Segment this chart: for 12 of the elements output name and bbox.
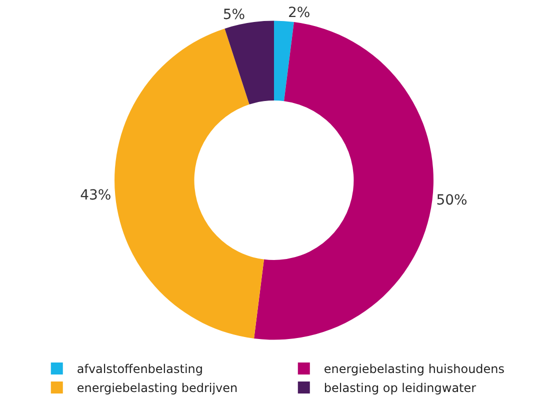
donut-slice — [254, 22, 434, 340]
legend-label: belasting op leidingwater — [324, 381, 476, 396]
data-label: 43% — [80, 187, 112, 204]
legend-label: energiebelasting huishoudens — [324, 362, 505, 376]
donut-slice — [224, 20, 274, 104]
data-label: 50% — [436, 192, 468, 208]
donut-slice — [274, 20, 294, 102]
legend-label: afvalstoffenbelasting — [76, 362, 204, 376]
data-label: 5% — [222, 6, 246, 23]
data-label: 2% — [288, 5, 310, 22]
donut-slice — [114, 28, 264, 338]
legend-label: energiebelasting bedrijven — [76, 381, 238, 396]
